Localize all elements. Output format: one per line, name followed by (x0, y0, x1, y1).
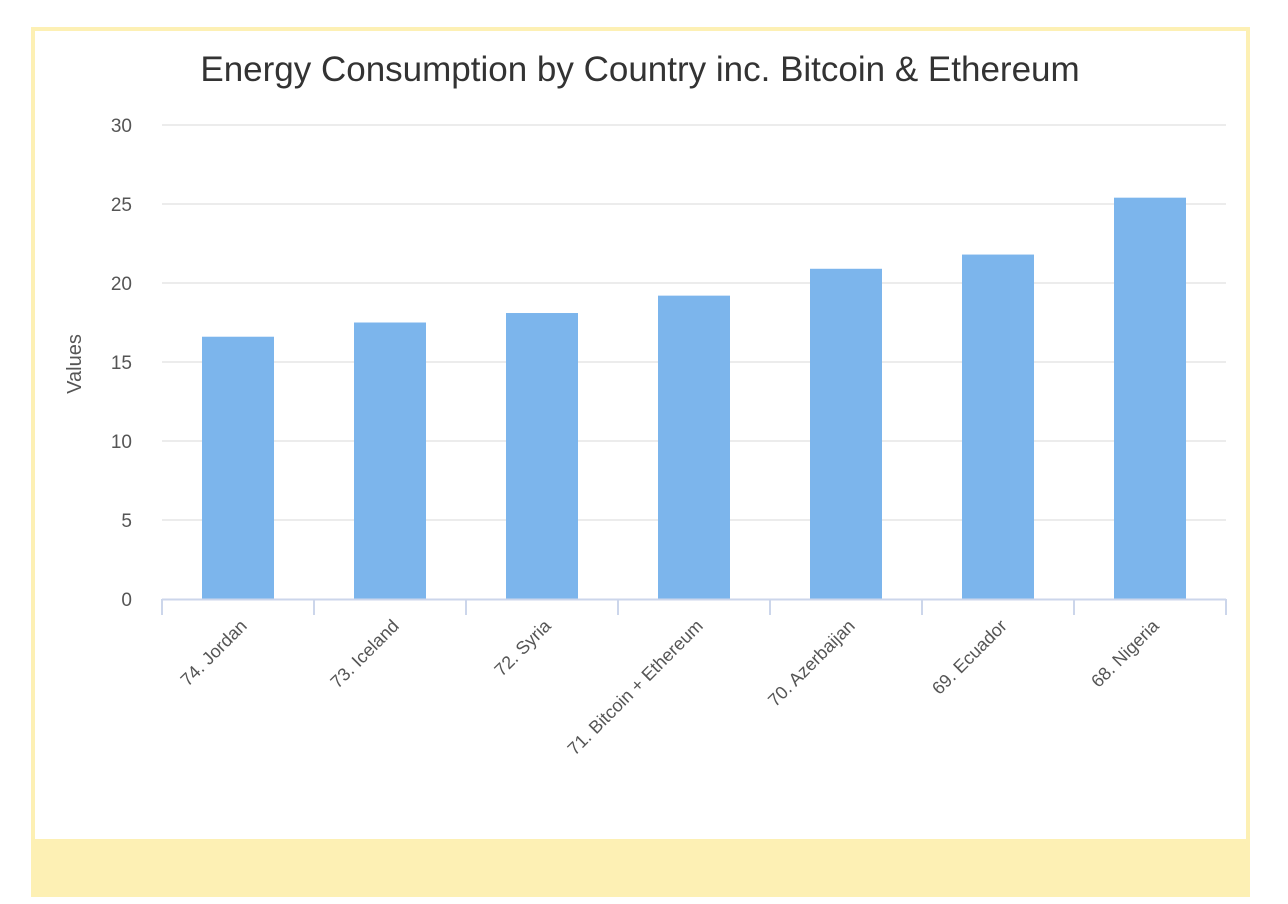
chart-frame: Energy Consumption by Country inc. Bitco… (31, 27, 1250, 897)
x-category-label: 69. Ecuador (928, 616, 1011, 699)
x-category-label: 70. Azerbaijan (764, 616, 859, 711)
x-category-label: 68. Nigeria (1087, 615, 1163, 691)
bar[interactable] (962, 254, 1034, 599)
chart-title: Energy Consumption by Country inc. Bitco… (200, 50, 1079, 89)
y-tick-label: 20 (111, 274, 132, 295)
x-category-label: 71. Bitcoin + Ethereum (564, 616, 707, 759)
y-tick-label: 30 (111, 116, 132, 137)
y-tick-label: 25 (111, 195, 132, 216)
x-category-label: 72. Syria (490, 615, 555, 680)
bar-chart: Energy Consumption by Country inc. Bitco… (64, 50, 1227, 759)
bar[interactable] (354, 322, 426, 600)
y-tick-label: 10 (111, 432, 132, 453)
bar[interactable] (1114, 197, 1186, 599)
x-category-label: 74. Jordan (177, 616, 251, 690)
x-category-labels: 74. Jordan 73. Iceland 72. Syria 71. Bitcoi… (177, 615, 1164, 759)
bars (202, 197, 1186, 600)
y-tick-labels: 0 5 10 15 20 25 30 (111, 116, 132, 611)
bar[interactable] (810, 268, 882, 599)
x-category-label: 73. Iceland (326, 616, 402, 692)
chart-panel: Energy Consumption by Country inc. Bitco… (35, 31, 1246, 839)
bar[interactable] (658, 295, 730, 599)
x-axis (161, 598, 1227, 615)
y-tick-label: 0 (121, 590, 132, 611)
y-tick-label: 15 (111, 353, 132, 374)
y-tick-label: 5 (121, 511, 132, 532)
footer-band (31, 839, 1250, 897)
y-axis-title: Values (64, 334, 86, 394)
bar[interactable] (202, 336, 274, 599)
bar[interactable] (506, 313, 578, 599)
